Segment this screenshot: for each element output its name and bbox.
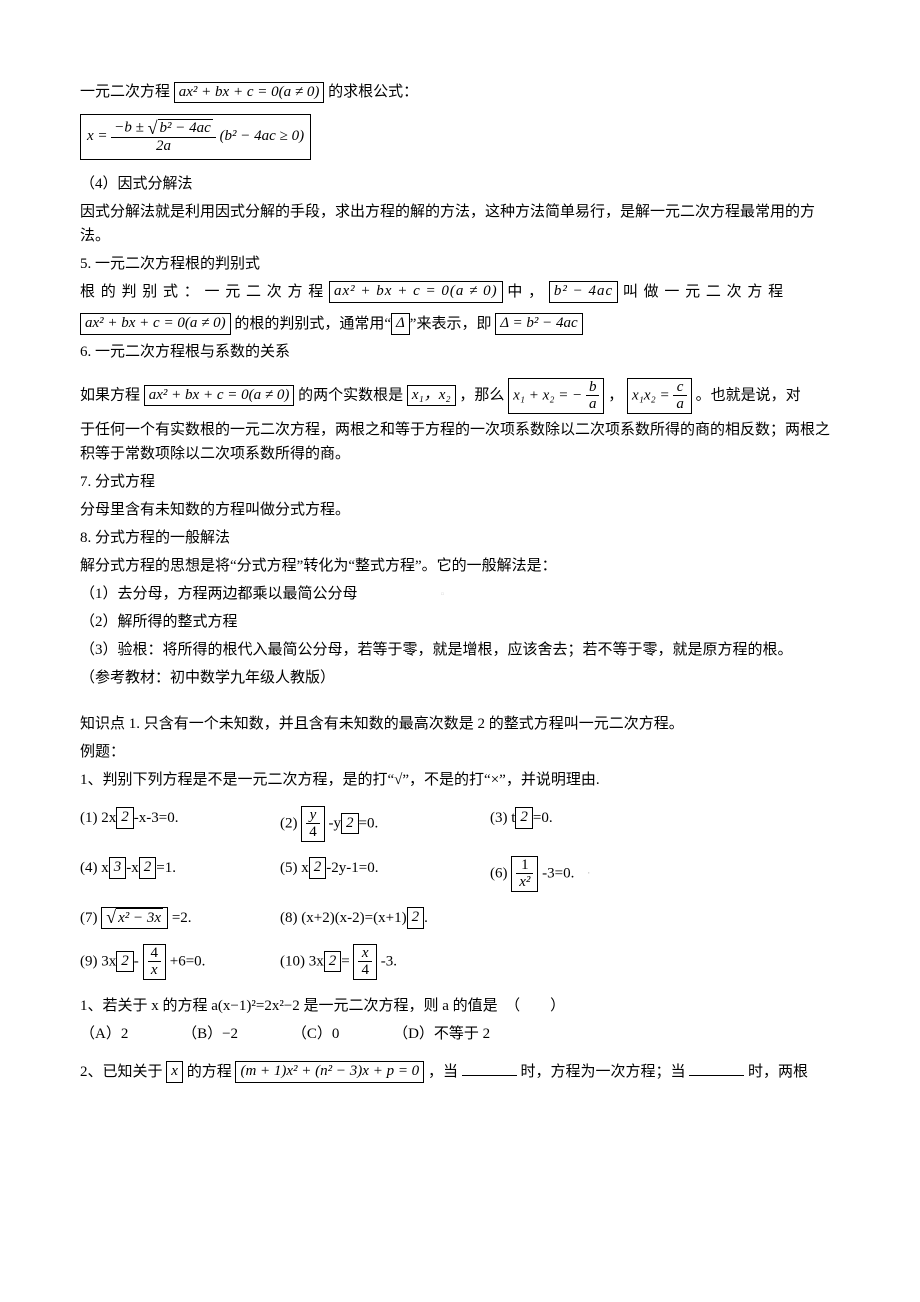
s8-ref: （参考教材：初中数学九年级人教版） <box>80 666 840 690</box>
eq-box: (m + 1)x² + (n² − 3)x + p = 0 <box>235 1061 424 1083</box>
eq-row-3: (7) √x² − 3x =2. (8) (x+2)(x-2)=(x+1)2. <box>80 906 840 930</box>
blank-1[interactable] <box>462 1060 517 1076</box>
text: 一元二次方程 <box>80 84 170 100</box>
eq-row-2: (4) x3-x2=1. (5) x2-2y-1=0. (6) 1x² -3=0… <box>80 856 840 892</box>
item-4: (4) x3-x2=1. <box>80 856 280 892</box>
s6-line2: 于任何一个有实数根的一元二次方程，两根之和等于方程的一次项系数除以二次项系数所得… <box>80 418 840 466</box>
exp-box: 2 <box>139 857 157 879</box>
disc-box: b² − 4ac <box>549 281 618 303</box>
quadratic-formula: x = −b ± √b² − 4ac 2a (b² − 4ac ≥ 0) <box>80 114 840 160</box>
item-7: (7) √x² − 3x =2. <box>80 906 280 930</box>
exp-box: 2 <box>341 813 359 835</box>
delta-eq-box: Δ = b² − 4ac <box>495 313 582 335</box>
item-10: (10) 3x2= x4 -3. <box>280 944 397 980</box>
q2-line: 2、已知关于 x 的方程 (m + 1)x² + (n² − 3)x + p =… <box>80 1060 840 1084</box>
s4-text: 因式分解法就是利用因式分解的手段，求出方程的解的方法，这种方法简单易行，是解一元… <box>80 200 840 248</box>
exp-box: 2 <box>116 807 134 829</box>
s8-p3: （3）验根：将所得的根代入最简公分母，若等于零，就是增根，应该舍去；若不等于零，… <box>80 638 840 662</box>
eq-row-4: (9) 3x2- 4x +6=0. (10) 3x2= x4 -3. <box>80 944 840 980</box>
s7-heading: 7. 分式方程 <box>80 470 840 494</box>
text: 的求根公式： <box>328 84 418 100</box>
s8-p2: （2）解所得的整式方程 <box>80 610 840 634</box>
s8-p1: （1）去分母，方程两边都乘以最简公分母 □ <box>80 582 840 606</box>
option-b: （B）−2 <box>182 1022 238 1046</box>
kp1-ex: 例题： <box>80 740 840 764</box>
item-6: (6) 1x² -3=0. ▪ <box>490 856 690 892</box>
dot-mark: ▪ <box>588 870 589 875</box>
formula-box: x = −b ± √b² − 4ac 2a (b² − 4ac ≥ 0) <box>80 114 311 160</box>
s6-heading: 6. 一元二次方程根与系数的关系 <box>80 340 840 364</box>
intro-line: 一元二次方程 ax² + bx + c = 0(a ≠ 0) 的求根公式： <box>80 80 840 104</box>
item-9: (9) 3x2- 4x +6=0. <box>80 944 280 980</box>
eq-box: ax² + bx + c = 0(a ≠ 0) <box>80 313 231 335</box>
s5-line2: ax² + bx + c = 0(a ≠ 0) 的根的判别式，通常用“Δ”来表示… <box>80 312 840 336</box>
exp-box: 2 <box>309 857 327 879</box>
option-a: （A）2 <box>80 1022 128 1046</box>
s5-heading: 5. 一元二次方程根的判别式 <box>80 252 840 276</box>
fraction: −b ± √b² − 4ac 2a <box>111 119 216 155</box>
item-3: (3) t2=0. <box>490 806 690 842</box>
exp-box: 3 <box>109 857 127 879</box>
page-center-mark: □ <box>441 591 443 596</box>
item-1: (1) 2x2-x-3=0. <box>80 806 280 842</box>
option-c: （C）0 <box>292 1022 340 1046</box>
eq-box: ax² + bx + c = 0(a ≠ 0) <box>144 385 295 407</box>
prod-box: x₁x₂ = ca <box>627 378 692 414</box>
exp-box: 2 <box>324 951 342 973</box>
eq-box: ax² + bx + c = 0(a ≠ 0) <box>174 82 325 104</box>
exp-box: 2 <box>116 951 134 973</box>
blank-2[interactable] <box>689 1060 744 1076</box>
s8-p0: 解分式方程的思想是将“分式方程”转化为“整式方程”。它的一般解法是： <box>80 554 840 578</box>
item-2: (2) y4 -y2=0. <box>280 806 490 842</box>
item-8: (8) (x+2)(x-2)=(x+1)2. <box>280 906 428 930</box>
kp1-heading: 知识点 1. 只含有一个未知数，并且含有未知数的最高次数是 2 的整式方程叫一元… <box>80 712 840 736</box>
item-5: (5) x2-2y-1=0. <box>280 856 490 892</box>
eq-box: ax² + bx + c = 0(a ≠ 0) <box>329 281 503 303</box>
s7-text: 分母里含有未知数的方程叫做分式方程。 <box>80 498 840 522</box>
exp-box: 2 <box>515 807 533 829</box>
s4-heading: （4）因式分解法 <box>80 172 840 196</box>
mc-q1-options: （A）2 （B）−2 （C）0 （D）不等于 2 <box>80 1022 840 1046</box>
option-d: （D）不等于 2 <box>393 1022 490 1046</box>
s8-heading: 8. 分式方程的一般解法 <box>80 526 840 550</box>
eq-row-1: (1) 2x2-x-3=0. (2) y4 -y2=0. (3) t2=0. <box>80 806 840 842</box>
delta-box: Δ <box>391 313 410 335</box>
s6-line1: 如果方程 ax² + bx + c = 0(a ≠ 0) 的两个实数根是 x₁，… <box>80 378 840 414</box>
kp1-q1: 1、判别下列方程是不是一元二次方程，是的打“√”，不是的打“×”，并说明理由. <box>80 768 840 792</box>
mc-q1: 1、若关于 x 的方程 a(x−1)²=2x²−2 是一元二次方程，则 a 的值… <box>80 994 840 1018</box>
sum-box: x₁ + x₂ = − ba <box>508 378 604 414</box>
exp-box: 2 <box>407 907 425 929</box>
var-x-box: x <box>166 1061 183 1083</box>
s5-line1: 根 的 判 别 式 ： 一 元 二 次 方 程 ax² + bx + c = 0… <box>80 280 840 304</box>
roots-box: x₁，x₂ <box>407 385 456 407</box>
